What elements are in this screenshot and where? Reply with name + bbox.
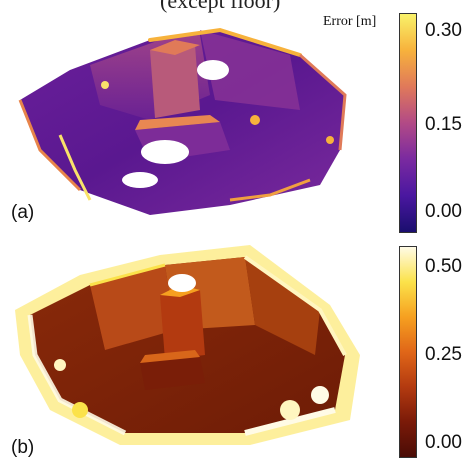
panel-b-label: (b) [11,437,35,458]
colorbar-b-tick: 0.00 [425,432,462,453]
colorbar-b-tick: 0.25 [425,344,462,365]
colorbar-a-tick: 0.00 [425,201,462,222]
panel-a-label: (a) [11,202,35,223]
colorbar-a-tick: 0.15 [425,114,462,135]
colorbar-b [399,246,417,458]
caption-fragment: (except floor) [160,0,281,13]
colorbar-a-tick: 0.30 [425,20,462,41]
panel-a-render [18,27,347,215]
panel-b-render [15,245,360,445]
colorbar-a-title: Error [m] [323,14,377,29]
colorbar-a [399,13,417,233]
colorbar-b-tick: 0.50 [425,256,462,277]
